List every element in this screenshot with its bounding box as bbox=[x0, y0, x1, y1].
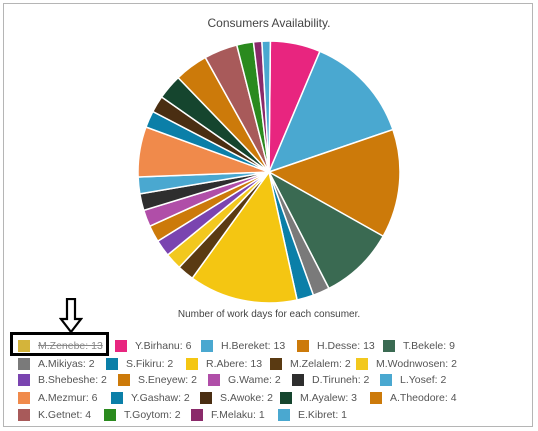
legend-swatch bbox=[115, 340, 127, 352]
legend-item[interactable]: K.Getnet: 4 bbox=[18, 408, 91, 422]
legend-label: L.Yosef: 2 bbox=[400, 374, 447, 386]
legend-item[interactable]: S.Eneyew: 2 bbox=[118, 373, 197, 387]
legend-item[interactable]: F.Melaku: 1 bbox=[191, 408, 265, 422]
legend-swatch bbox=[200, 392, 212, 404]
legend-item[interactable]: A.Mezmur: 6 bbox=[18, 391, 98, 405]
legend-swatch bbox=[104, 409, 116, 421]
legend-swatch bbox=[278, 409, 290, 421]
legend-swatch bbox=[201, 340, 213, 352]
legend-item[interactable]: Y.Birhanu: 6 bbox=[115, 339, 191, 353]
legend-label: R.Abere: 13 bbox=[206, 358, 263, 370]
legend-item[interactable]: H.Bereket: 13 bbox=[201, 339, 285, 353]
legend-label: G.Wame: 2 bbox=[228, 374, 281, 386]
chart-subtitle: Number of work days for each consumer. bbox=[177, 309, 361, 320]
legend-label: M.Zenebe: 13 bbox=[38, 340, 103, 352]
legend-label: F.Melaku: 1 bbox=[211, 409, 265, 421]
legend-item[interactable]: A.Mikiyas: 2 bbox=[18, 357, 95, 371]
legend-item[interactable]: R.Abere: 13 bbox=[186, 357, 262, 371]
legend-item[interactable]: S.Fikiru: 2 bbox=[106, 357, 173, 371]
pie-slice-e-kibret[interactable] bbox=[261, 40, 272, 173]
legend-item[interactable]: M.Ayalew: 3 bbox=[280, 391, 357, 405]
legend-item[interactable]: M.Zenebe: 13 bbox=[18, 339, 103, 353]
legend-swatch bbox=[118, 374, 130, 386]
legend-label: B.Shebeshe: 2 bbox=[38, 374, 107, 386]
legend-label: E.Kibret: 1 bbox=[298, 409, 348, 421]
legend-swatch bbox=[18, 409, 30, 421]
legend-label: M.Ayalew: 3 bbox=[300, 392, 357, 404]
legend-label: A.Theodore: 4 bbox=[390, 392, 457, 404]
legend-item[interactable]: H.Desse: 13 bbox=[297, 339, 375, 353]
legend-label: Y.Birhanu: 6 bbox=[135, 340, 192, 352]
legend-item[interactable]: M.Wodnwosen: 2 bbox=[356, 357, 457, 371]
legend-label: A.Mikiyas: 2 bbox=[38, 358, 95, 370]
legend-item[interactable]: A.Theodore: 4 bbox=[370, 391, 457, 405]
legend-swatch bbox=[18, 358, 30, 370]
legend-item[interactable]: T.Goytom: 2 bbox=[104, 408, 181, 422]
legend-item[interactable]: M.Zelalem: 2 bbox=[270, 357, 351, 371]
legend-label: S.Fikiru: 2 bbox=[126, 358, 174, 370]
legend-swatch bbox=[18, 340, 30, 352]
legend-item[interactable]: T.Bekele: 9 bbox=[383, 339, 455, 353]
legend-label: D.Tiruneh: 2 bbox=[312, 374, 370, 386]
legend-swatch bbox=[270, 358, 282, 370]
legend-item[interactable]: S.Awoke: 2 bbox=[200, 391, 273, 405]
legend-label: A.Mezmur: 6 bbox=[38, 392, 98, 404]
pie-slice-r-abere[interactable] bbox=[191, 170, 299, 304]
pie-slice-t-bekele[interactable] bbox=[267, 170, 385, 290]
legend-swatch bbox=[186, 358, 198, 370]
legend-item[interactable]: E.Kibret: 1 bbox=[278, 408, 347, 422]
legend-swatch bbox=[111, 392, 123, 404]
legend-label: K.Getnet: 4 bbox=[38, 409, 92, 421]
legend-label: Y.Gashaw: 2 bbox=[131, 392, 190, 404]
pie-slice-h-desse[interactable] bbox=[267, 128, 401, 238]
pie-slice-h-bereket[interactable] bbox=[267, 50, 394, 174]
legend-swatch bbox=[383, 340, 395, 352]
legend-label: T.Bekele: 9 bbox=[403, 340, 455, 352]
legend-label: S.Eneyew: 2 bbox=[138, 374, 197, 386]
legend-label: M.Wodnwosen: 2 bbox=[376, 358, 457, 370]
legend-swatch bbox=[18, 392, 30, 404]
legend-label: M.Zelalem: 2 bbox=[290, 358, 351, 370]
legend-swatch bbox=[208, 374, 220, 386]
highlight-box bbox=[10, 332, 109, 356]
legend-label: H.Desse: 13 bbox=[317, 340, 375, 352]
legend-swatch bbox=[191, 409, 203, 421]
legend-item[interactable]: D.Tiruneh: 2 bbox=[292, 373, 369, 387]
legend-swatch bbox=[106, 358, 118, 370]
legend-swatch bbox=[380, 374, 392, 386]
down-arrow-icon bbox=[59, 298, 83, 334]
legend-swatch bbox=[280, 392, 292, 404]
legend-label: S.Awoke: 2 bbox=[220, 392, 273, 404]
legend-item[interactable]: Y.Gashaw: 2 bbox=[111, 391, 190, 405]
legend-item[interactable]: G.Wame: 2 bbox=[208, 373, 281, 387]
legend-swatch bbox=[370, 392, 382, 404]
legend-swatch bbox=[356, 358, 368, 370]
legend-item[interactable]: L.Yosef: 2 bbox=[380, 373, 446, 387]
chart-title: Consumers Availability. bbox=[207, 16, 331, 30]
legend-item[interactable]: B.Shebeshe: 2 bbox=[18, 373, 107, 387]
legend-label: H.Bereket: 13 bbox=[221, 340, 286, 352]
legend-swatch bbox=[18, 374, 30, 386]
legend-swatch bbox=[297, 340, 309, 352]
legend-label: T.Goytom: 2 bbox=[124, 409, 181, 421]
legend-swatch bbox=[292, 374, 304, 386]
